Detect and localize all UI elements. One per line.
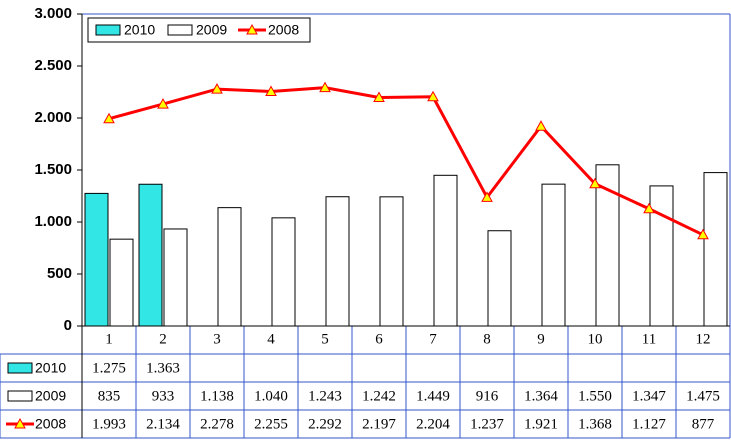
table-value: 835 bbox=[98, 388, 121, 404]
marker bbox=[319, 81, 331, 93]
table-value: 1.363 bbox=[146, 360, 180, 376]
x-tick-label: 2 bbox=[159, 331, 167, 347]
legend-label: 2009 bbox=[196, 22, 227, 38]
x-tick-label: 4 bbox=[267, 331, 275, 347]
bar bbox=[541, 183, 566, 327]
legend-label: 2010 bbox=[124, 22, 155, 38]
table-value: 1.475 bbox=[686, 388, 720, 404]
table-value: 1.921 bbox=[524, 416, 558, 432]
table-value: 1.127 bbox=[632, 416, 666, 432]
x-tick-label: 5 bbox=[321, 331, 329, 347]
marker bbox=[211, 83, 223, 94]
bar bbox=[325, 196, 350, 327]
table-value: 1.243 bbox=[308, 388, 342, 404]
table-value: 1.138 bbox=[200, 388, 234, 404]
bar bbox=[271, 217, 296, 327]
x-tick-label: 6 bbox=[375, 331, 383, 347]
table-value: 1.993 bbox=[92, 416, 126, 432]
legend-swatch bbox=[7, 362, 33, 374]
table-series-name: 2009 bbox=[35, 388, 66, 404]
marker bbox=[373, 91, 385, 103]
bar bbox=[217, 207, 242, 327]
y-tick-label: 500 bbox=[47, 265, 72, 282]
marker bbox=[427, 90, 439, 102]
table-value: 1.242 bbox=[362, 388, 396, 404]
table-value: 2.197 bbox=[362, 416, 396, 432]
table-value: 1.364 bbox=[524, 388, 558, 404]
x-tick-label: 10 bbox=[588, 331, 603, 347]
marker bbox=[265, 85, 277, 96]
bar bbox=[379, 196, 404, 327]
x-tick-label: 12 bbox=[696, 331, 711, 347]
table-value: 1.275 bbox=[92, 360, 126, 376]
line bbox=[108, 86, 704, 237]
bar bbox=[109, 238, 134, 327]
marker bbox=[643, 202, 655, 214]
table-value: 1.347 bbox=[632, 388, 666, 404]
marker bbox=[589, 177, 601, 189]
y-tick-label: 2.000 bbox=[34, 109, 72, 126]
table-series-name: 2008 bbox=[35, 416, 66, 432]
table-value: 2.278 bbox=[200, 416, 234, 432]
x-tick-label: 11 bbox=[642, 331, 656, 347]
y-tick-label: 1.500 bbox=[34, 161, 72, 178]
table-value: 2.204 bbox=[416, 416, 450, 432]
legend-swatch bbox=[7, 390, 33, 402]
bar bbox=[163, 228, 188, 327]
table-value: 1.237 bbox=[470, 416, 504, 432]
table-value: 1.040 bbox=[254, 388, 288, 404]
table-value: 933 bbox=[152, 388, 175, 404]
bar bbox=[84, 192, 109, 327]
x-tick-label: 7 bbox=[429, 331, 437, 347]
table-value: 2.292 bbox=[308, 416, 342, 432]
bar bbox=[487, 230, 512, 327]
table-value: 1.550 bbox=[578, 388, 612, 404]
table-value: 916 bbox=[476, 388, 499, 404]
table-value: 2.255 bbox=[254, 416, 288, 432]
marker bbox=[481, 191, 493, 202]
table-value: 877 bbox=[692, 416, 715, 432]
legend-swatch bbox=[14, 417, 26, 429]
legend-label: 2008 bbox=[268, 22, 299, 38]
marker bbox=[535, 120, 547, 131]
legend-swatch bbox=[246, 23, 258, 35]
marker bbox=[103, 112, 115, 124]
table-value: 1.368 bbox=[578, 416, 612, 432]
legend-swatch bbox=[95, 24, 121, 36]
x-tick-label: 8 bbox=[483, 331, 491, 347]
x-tick-label: 1 bbox=[105, 331, 113, 347]
bar bbox=[703, 172, 728, 327]
legend-swatch bbox=[167, 24, 193, 36]
x-tick-label: 3 bbox=[213, 331, 221, 347]
bar bbox=[433, 174, 458, 327]
table-value: 1.449 bbox=[416, 388, 450, 404]
x-tick-label: 9 bbox=[537, 331, 545, 347]
y-tick-label: 1.000 bbox=[34, 213, 72, 230]
table-value: 2.134 bbox=[146, 416, 180, 432]
legend-box bbox=[87, 17, 311, 43]
bar bbox=[649, 185, 674, 327]
bar bbox=[138, 183, 163, 327]
table-series-name: 2010 bbox=[35, 360, 66, 376]
marker bbox=[157, 98, 169, 109]
y-tick-label: 3.000 bbox=[34, 5, 72, 22]
y-tick-label: 0 bbox=[64, 317, 72, 334]
y-tick-label: 2.500 bbox=[34, 57, 72, 74]
marker bbox=[697, 228, 709, 240]
